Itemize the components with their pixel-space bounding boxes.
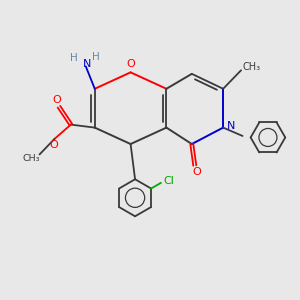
Text: N: N (83, 59, 92, 69)
Text: O: O (50, 140, 58, 150)
Text: O: O (127, 59, 136, 69)
Text: CH₃: CH₃ (22, 154, 40, 163)
Text: O: O (52, 95, 61, 105)
Text: H: H (92, 52, 100, 62)
Text: N: N (227, 121, 236, 131)
Text: O: O (193, 167, 202, 177)
Text: CH₃: CH₃ (242, 62, 261, 72)
Text: H: H (70, 53, 78, 63)
Text: Cl: Cl (164, 176, 175, 186)
